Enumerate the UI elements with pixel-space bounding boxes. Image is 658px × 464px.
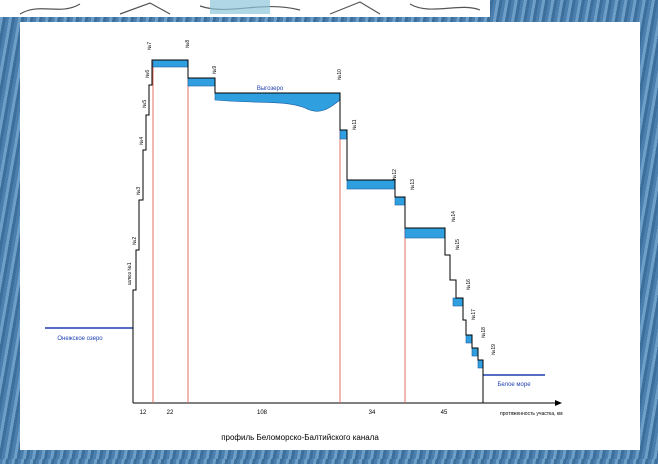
lock-label: №6 (145, 70, 151, 78)
lock-label: №18 (481, 327, 487, 338)
page: Онежское озеро Выгозеро Белое море протя… (0, 0, 658, 459)
segment-label: 108 (257, 410, 268, 416)
lake-label: Белое море (497, 382, 531, 388)
lock-label: №12 (392, 169, 398, 180)
slide: Онежское озеро Выгозеро Белое море протя… (0, 0, 658, 459)
lock-label: №11 (352, 119, 358, 130)
lock-label: шлюз №1 (127, 262, 133, 285)
lock-label: №4 (139, 137, 145, 145)
lock-label: №13 (410, 179, 416, 190)
lake-label: Онежское озеро (57, 336, 103, 342)
lock-label: №3 (136, 187, 142, 195)
sketch-water (210, 0, 270, 14)
title: профиль Беломорско-Балтийского канала (221, 433, 379, 442)
panel (20, 22, 640, 450)
lock-label: №2 (132, 237, 138, 245)
lock-label: №10 (337, 69, 343, 80)
lock-label: №17 (471, 309, 477, 320)
lock-label: №8 (185, 40, 191, 48)
lock-label: №7 (147, 42, 153, 50)
lock-label: №9 (212, 66, 218, 74)
lock-label: №19 (491, 344, 497, 355)
lock-label: №16 (466, 279, 472, 290)
lake-label: Выгозеро (257, 86, 284, 92)
axis-label: протяженность участка, км (500, 411, 563, 417)
lock-label: №15 (455, 239, 461, 250)
segment-label: 45 (441, 410, 448, 416)
segment-label: 34 (369, 410, 376, 416)
segment-label: 22 (167, 410, 174, 416)
segment-label: 12 (140, 410, 147, 416)
lock-label: №5 (142, 100, 148, 108)
lock-label: №14 (451, 211, 457, 222)
